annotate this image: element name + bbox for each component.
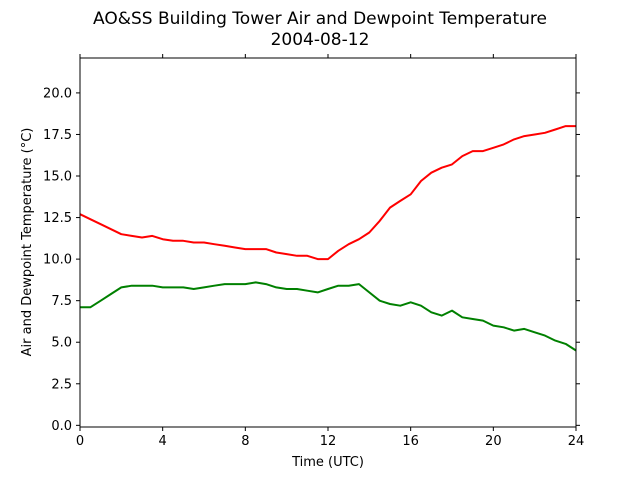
series-line-0 (79, 125, 576, 261)
y-tick-label: 7.5 (51, 294, 72, 309)
ticks-layer: 0 4 8 12 16 20 24 0.0 2.5 5.0 7.5 10.0 12.5 15.0 17.5 2… (43, 54, 584, 449)
plot-area-frame (79, 57, 577, 428)
y-tick-label: 17.5 (43, 128, 72, 143)
y-tick-label: 10.0 (43, 253, 72, 268)
chart-subtitle: 2004-08-12 (271, 30, 370, 50)
y-tick-label: 2.5 (51, 377, 72, 392)
chart-title: AO&SS Building Tower Air and Dewpoint Te… (93, 9, 547, 29)
y-tick-label: 0.0 (51, 419, 72, 434)
y-tick-label: 5.0 (51, 336, 72, 351)
x-tick-label: 12 (320, 434, 337, 449)
y-tick-label: 20.0 (43, 86, 72, 101)
x-axis-label: Time (UTC) (291, 455, 364, 470)
x-tick-label: 16 (402, 434, 419, 449)
y-tick-label: 12.5 (43, 211, 72, 226)
series-layer (79, 125, 577, 352)
series-line-1 (80, 281, 577, 352)
x-tick-label: 0 (76, 434, 84, 449)
x-tick-label: 24 (568, 434, 585, 449)
x-tick-label: 20 (485, 434, 502, 449)
x-tick-label: 4 (159, 434, 167, 449)
y-axis-label: Air and Dewpoint Temperature (°C) (20, 128, 35, 357)
x-tick-label: 8 (241, 434, 249, 449)
y-tick-label: 15.0 (43, 170, 72, 185)
